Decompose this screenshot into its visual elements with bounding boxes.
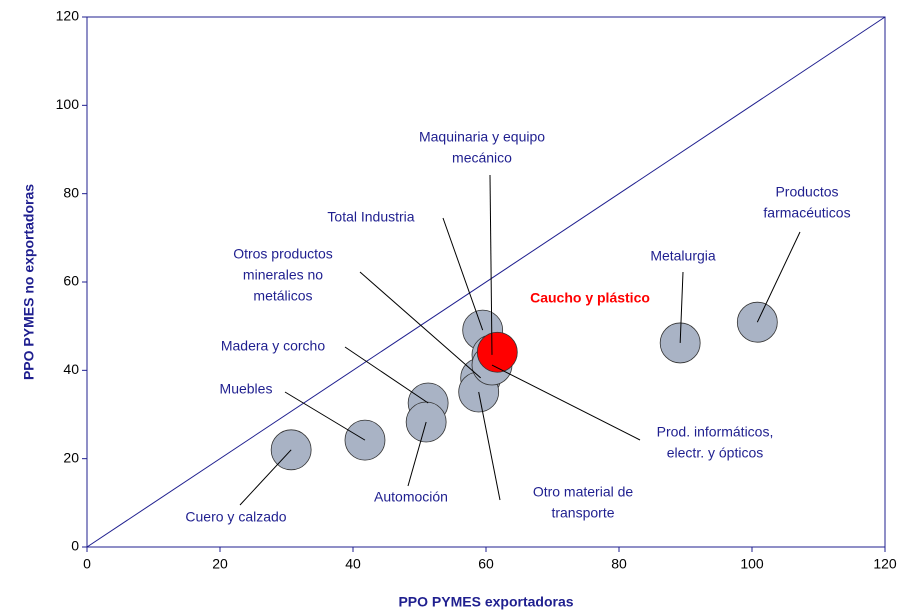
leader-line [344,346,429,404]
leader-line [679,271,684,343]
leader-line [491,364,641,441]
point-label: Maquinaria y equipo [419,129,545,145]
point-label: Caucho y plástico [530,290,650,306]
point-label: minerales no [243,267,323,283]
point-label: Productos [775,184,838,200]
point-label: Automoción [374,489,448,505]
point-label: mecánico [452,150,512,166]
x-tick-label: 60 [478,556,494,572]
x-tick-label: 80 [611,556,627,572]
point-label: electr. y ópticos [667,445,764,461]
point-label: Muebles [220,381,273,397]
point-label: Total Industria [327,209,414,225]
x-axis-label: PPO PYMES exportadoras [398,594,573,610]
leader-line [489,174,493,355]
y-axis-label: PPO PYMES no exportadoras [21,184,37,380]
x-tick-label: 40 [345,556,361,572]
leader-line [359,271,482,379]
x-tick-label: 20 [212,556,228,572]
leader-line [442,217,484,331]
leader-line [284,391,366,441]
x-tick-label: 0 [83,556,91,572]
leader-line [407,421,427,487]
point-label: transporte [551,505,614,521]
x-tick-label: 100 [740,556,764,572]
y-tick-label: 100 [56,96,80,112]
leader-line [239,449,292,506]
y-tick-label: 60 [63,273,79,289]
y-tick-label: 20 [63,449,79,465]
point-label: metálicos [253,288,312,304]
y-tick-label: 80 [63,184,79,200]
point-label: Otro material de [533,484,634,500]
diagonal-line [86,16,886,548]
y-tick-label: 0 [71,538,79,554]
point-label: Otros productos [233,246,333,262]
leader-line [478,391,501,501]
y-tick-label: 40 [63,361,79,377]
bubble [476,331,518,373]
y-tick-label: 120 [56,8,80,24]
leader-line [756,231,801,323]
point-label: Cuero y calzado [185,509,286,525]
point-label: Madera y corcho [221,338,325,354]
x-tick-label: 120 [873,556,897,572]
point-label: Metalurgia [650,248,716,264]
point-label: farmacéuticos [763,205,850,221]
point-label: Prod. informáticos, [657,424,774,440]
